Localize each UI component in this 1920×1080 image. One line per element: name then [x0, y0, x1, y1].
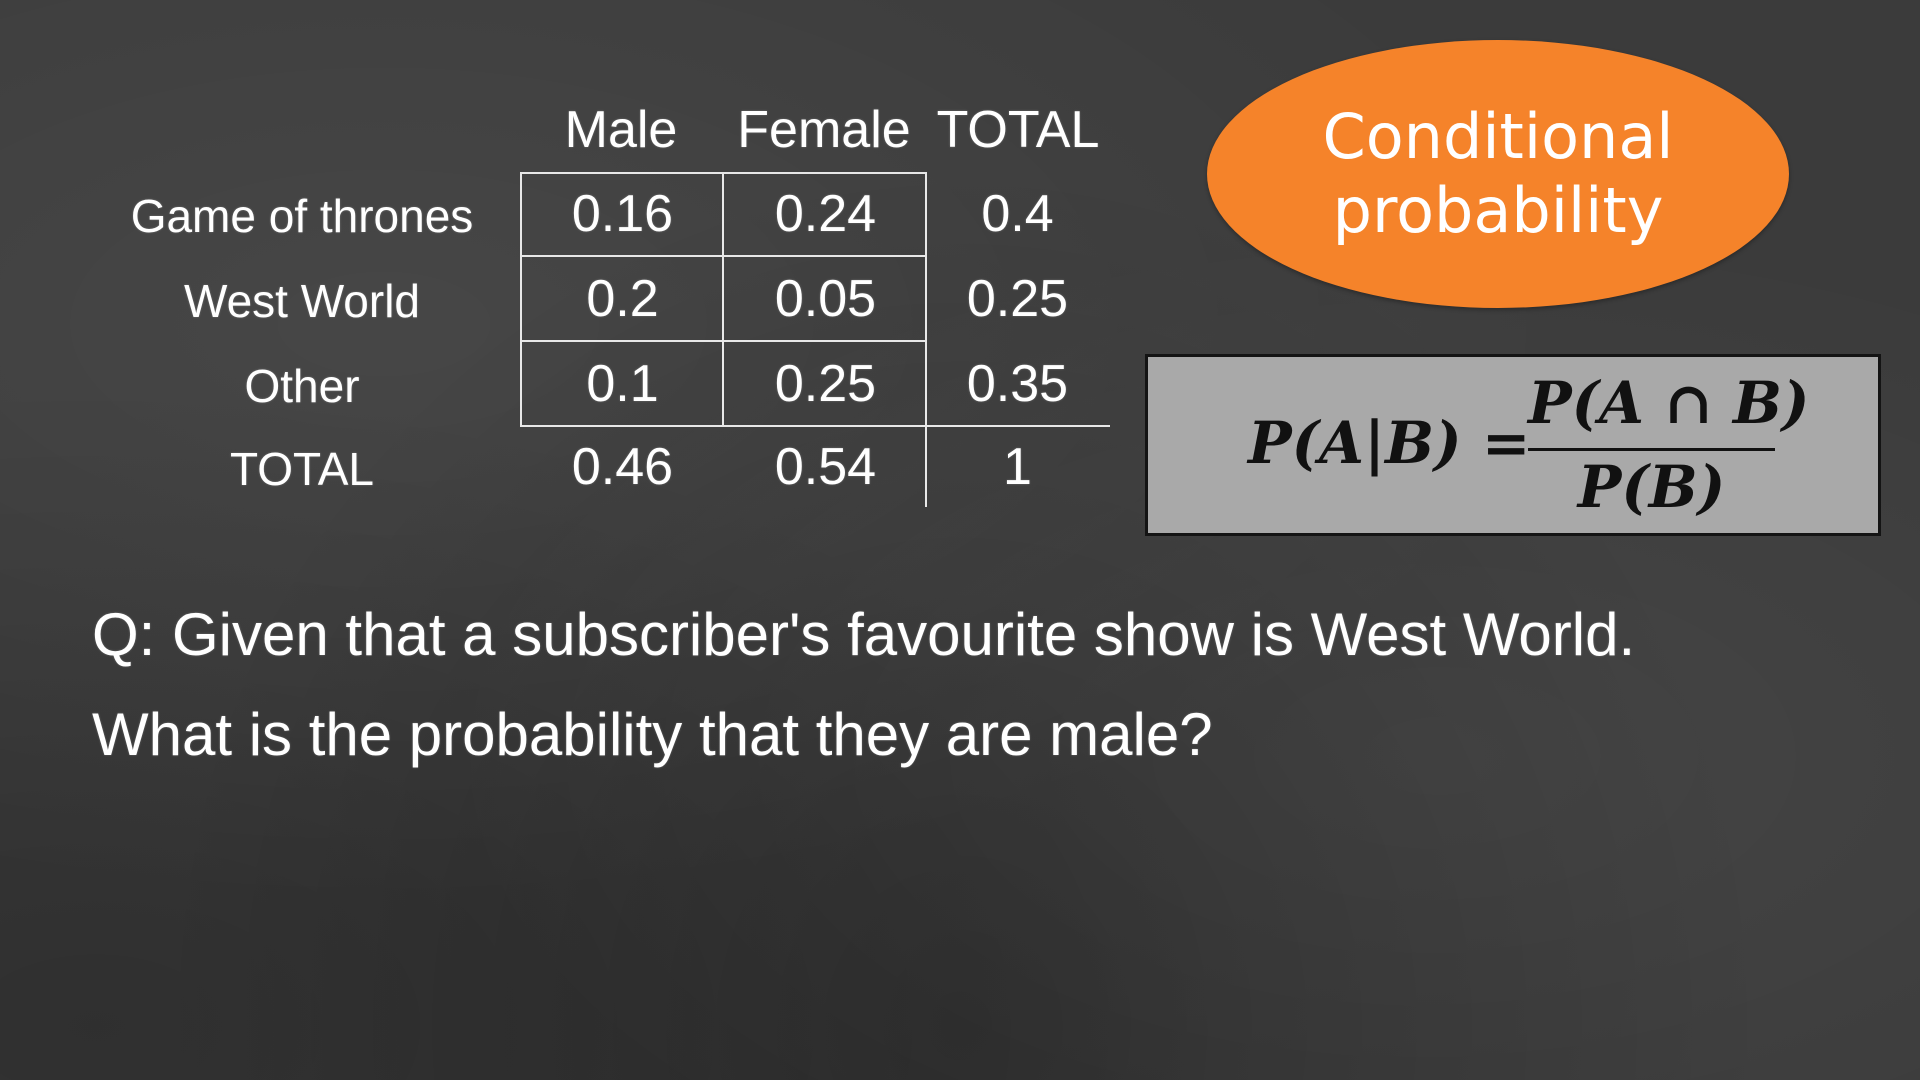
table-cell: 0.2 — [586, 270, 659, 328]
table-cell: 0.25 — [966, 270, 1069, 328]
badge-title: Conditional probability — [1322, 100, 1674, 247]
row-label-game-of-thrones: Game of thrones — [130, 190, 474, 242]
table-cell: 0.16 — [571, 185, 674, 243]
row-label-total: TOTAL — [230, 443, 374, 495]
table-cell: 0.1 — [586, 355, 659, 413]
table-cell: 0.05 — [774, 270, 877, 328]
table-cell: 1 — [1003, 438, 1032, 496]
question-line-1: Q: Given that a subscriber's favourite s… — [92, 601, 1636, 668]
grid-line — [520, 172, 522, 427]
row-label-west-world: West World — [183, 275, 421, 327]
table-cell: 0.46 — [571, 438, 674, 496]
column-header-total: TOTAL — [936, 101, 1100, 159]
formula-lhs: P(A|B) = — [1248, 409, 1531, 477]
row-label-other: Other — [244, 360, 360, 412]
table-cell: 0.4 — [981, 185, 1054, 243]
fraction-bar — [1528, 448, 1775, 451]
table-cell: 0.24 — [774, 185, 877, 243]
grid-line — [520, 425, 1110, 427]
formula-box: P(A|B) = P(A ∩ B) P(B) — [1145, 354, 1881, 536]
column-header-female: Female — [737, 101, 911, 159]
table-cell: 0.25 — [774, 355, 877, 413]
conditional-probability-badge: Conditional probability — [1207, 40, 1789, 308]
grid-line — [925, 172, 927, 507]
column-header-male: Male — [564, 101, 678, 159]
formula-numerator: P(A ∩ B) — [1528, 369, 1810, 437]
table-cell: 0.35 — [966, 355, 1069, 413]
table-cell: 0.54 — [774, 438, 877, 496]
grid-line — [722, 172, 724, 427]
formula-denominator: P(B) — [1577, 453, 1726, 521]
question-line-2: What is the probability that they are ma… — [92, 701, 1213, 768]
